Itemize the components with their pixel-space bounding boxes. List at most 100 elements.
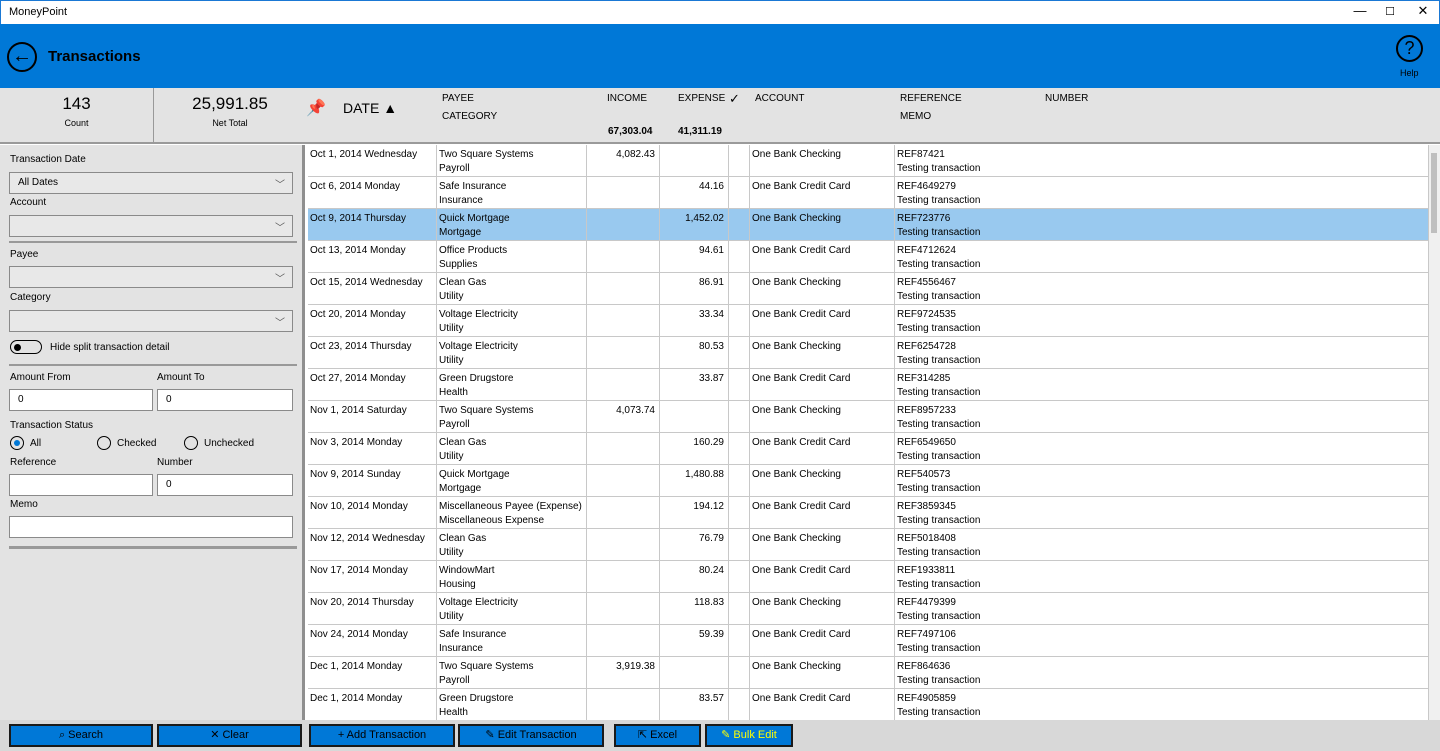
count-label: Count — [64, 118, 89, 128]
reference-cell: REF723776 Testing transaction — [895, 209, 1429, 241]
table-row[interactable]: Nov 1, 2014 Saturday Two Square Systems Pa… — [308, 401, 1429, 433]
number-input[interactable]: 0 — [157, 474, 293, 496]
expense-cell: 160.29 — [660, 433, 729, 465]
vertical-scrollbar[interactable] — [1429, 145, 1440, 720]
date-cell: Nov 9, 2014 Sunday — [308, 465, 437, 497]
status-checked-radio[interactable] — [97, 436, 111, 450]
reference-header[interactable]: REFERENCE — [900, 93, 962, 104]
reference-text: REF87421 — [897, 149, 945, 160]
clear-button[interactable]: ✕ Clear — [157, 724, 302, 747]
table-row[interactable]: Dec 1, 2014 Monday Green Drugstore Health 8… — [308, 689, 1429, 720]
sort-date-header[interactable]: DATE ▲ — [343, 100, 398, 116]
expense-header[interactable]: EXPENSE — [678, 93, 726, 104]
excel-button[interactable]: ⇱ Excel — [614, 724, 701, 747]
table-row[interactable]: Nov 10, 2014 Monday Miscellaneous Payee (… — [308, 497, 1429, 529]
income-total: 67,303.04 — [608, 126, 653, 137]
memo-label: Memo — [10, 499, 38, 510]
category-header[interactable]: CATEGORY — [442, 111, 498, 122]
income-header[interactable]: INCOME — [607, 93, 647, 104]
maximize-button[interactable]: ☐ — [1385, 6, 1395, 18]
reference-text: REF6254728 — [897, 341, 956, 352]
expense-cell: 44.16 — [660, 177, 729, 209]
date-text: Nov 12, 2014 Wednesday — [310, 533, 425, 544]
status-unchecked-radio[interactable] — [184, 436, 198, 450]
table-row[interactable]: Nov 20, 2014 Thursday Voltage Electricity… — [308, 593, 1429, 625]
payee-header[interactable]: PAYEE — [442, 93, 474, 104]
income-cell — [587, 625, 660, 657]
expense-cell: 1,480.88 — [660, 465, 729, 497]
expense-text: 80.24 — [698, 565, 724, 576]
reference-cell: REF4905859 Testing transaction — [895, 689, 1429, 720]
expense-text: 83.57 — [698, 693, 724, 704]
status-checked-label[interactable]: Checked — [117, 438, 157, 449]
date-text: Dec 1, 2014 Monday — [310, 693, 403, 704]
table-row[interactable]: Oct 27, 2014 Monday Green Drugstore Health… — [308, 369, 1429, 401]
number-header[interactable]: NUMBER — [1045, 93, 1089, 104]
table-row[interactable]: Oct 20, 2014 Monday Voltage Electricity Ut… — [308, 305, 1429, 337]
category-select[interactable]: ﹀ — [9, 310, 293, 332]
expense-text: 86.91 — [698, 277, 724, 288]
amount-to-input[interactable]: 0 — [157, 389, 293, 411]
category-text: Utility — [439, 451, 464, 462]
account-text: One Bank Credit Card — [752, 437, 851, 448]
check-cell — [729, 465, 750, 497]
amount-from-input[interactable]: 0 — [9, 389, 153, 411]
date-text: Oct 1, 2014 Wednesday — [310, 149, 418, 160]
add-transaction-button[interactable]: + Add Transaction — [309, 724, 455, 747]
bulk-edit-button[interactable]: ✎ Bulk Edit — [705, 724, 793, 747]
table-row[interactable]: Nov 9, 2014 Sunday Quick Mortgage Mortgage… — [308, 465, 1429, 497]
back-arrow-icon[interactable]: ← — [7, 42, 37, 72]
status-all-radio[interactable] — [10, 436, 24, 450]
transaction-date-select[interactable]: All Dates ﹀ — [9, 172, 293, 194]
account-select[interactable]: ﹀ — [9, 215, 293, 237]
reference-cell: REF8957233 Testing transaction — [895, 401, 1429, 433]
date-text: Nov 10, 2014 Monday — [310, 501, 408, 512]
income-cell — [587, 689, 660, 720]
table-row[interactable]: Oct 6, 2014 Monday Safe Insurance Insuranc… — [308, 177, 1429, 209]
minimize-button[interactable]: — — [1353, 3, 1367, 18]
table-row[interactable]: Oct 15, 2014 Wednesday Clean Gas Utility 86… — [308, 273, 1429, 305]
reference-text: REF8957233 — [897, 405, 956, 416]
table-row[interactable]: Dec 1, 2014 Monday Two Square Systems Payr… — [308, 657, 1429, 689]
expense-cell: 33.87 — [660, 369, 729, 401]
pin-icon[interactable]: 📌 — [306, 100, 326, 117]
scrollbar-thumb[interactable] — [1431, 153, 1437, 233]
search-button[interactable]: ⌕ Search — [9, 724, 153, 747]
edit-transaction-button[interactable]: ✎ Edit Transaction — [458, 724, 604, 747]
date-text: Nov 17, 2014 Monday — [310, 565, 408, 576]
date-text: Oct 13, 2014 Monday — [310, 245, 406, 256]
table-row[interactable]: Nov 3, 2014 Monday Clean Gas Utility 160.29… — [308, 433, 1429, 465]
amount-from-label: Amount From — [10, 372, 71, 383]
table-row[interactable]: Oct 9, 2014 Thursday Quick Mortgage Mortga… — [308, 209, 1429, 241]
income-cell — [587, 465, 660, 497]
memo-input[interactable] — [9, 516, 293, 538]
memo-text: Testing transaction — [897, 611, 981, 622]
account-cell: One Bank Credit Card — [750, 561, 895, 593]
chevron-down-icon: ﹀ — [275, 318, 285, 329]
status-all-label[interactable]: All — [30, 438, 42, 449]
payee-select[interactable]: ﹀ — [9, 266, 293, 288]
status-unchecked-label[interactable]: Unchecked — [204, 438, 255, 449]
number-label: Number — [157, 457, 193, 468]
filter-panel: Transaction Date All Dates ﹀ Account ﹀ Pa… — [0, 145, 305, 720]
payee-text: WindowMart — [439, 565, 495, 576]
table-row[interactable]: Nov 24, 2014 Monday Safe Insurance Insuran… — [308, 625, 1429, 657]
reference-input[interactable] — [9, 474, 153, 496]
help-label[interactable]: Help — [1400, 68, 1419, 78]
checkmark-icon[interactable]: ✓ — [729, 91, 740, 106]
account-text: One Bank Checking — [752, 661, 841, 672]
table-row[interactable]: Nov 17, 2014 Monday WindowMart Housing 80.2… — [308, 561, 1429, 593]
table-row[interactable]: Oct 1, 2014 Wednesday Two Square Systems P… — [308, 145, 1429, 177]
table-row[interactable]: Nov 12, 2014 Wednesday Clean Gas Utility 76… — [308, 529, 1429, 561]
account-header[interactable]: ACCOUNT — [755, 93, 805, 104]
category-text: Mortgage — [439, 227, 482, 238]
table-row[interactable]: Oct 13, 2014 Monday Office Products Suppli… — [308, 241, 1429, 273]
close-button[interactable]: ✕ — [1417, 3, 1429, 18]
question-icon[interactable]: ? — [1396, 35, 1423, 62]
table-row[interactable]: Oct 23, 2014 Thursday Voltage Electricity… — [308, 337, 1429, 369]
hide-split-toggle[interactable] — [10, 340, 42, 354]
date-text: Dec 1, 2014 Monday — [310, 661, 403, 672]
expense-text: 1,480.88 — [685, 469, 724, 480]
date-text: Nov 9, 2014 Sunday — [310, 469, 401, 480]
memo-header[interactable]: MEMO — [900, 111, 932, 122]
